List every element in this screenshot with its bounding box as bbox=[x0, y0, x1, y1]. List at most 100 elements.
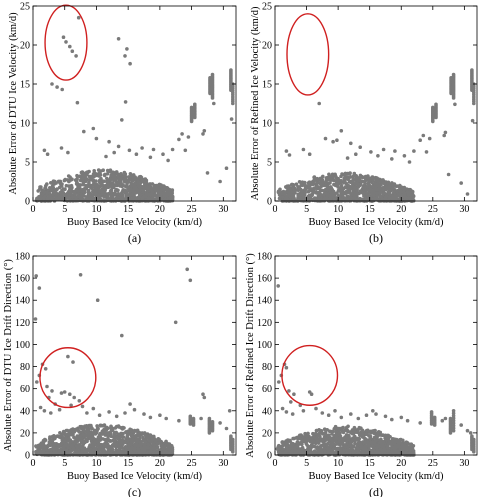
data-point bbox=[110, 443, 115, 447]
data-point bbox=[48, 443, 53, 448]
data-point bbox=[136, 181, 141, 185]
data-point bbox=[137, 431, 142, 435]
data-point bbox=[355, 187, 359, 192]
y-axis-label: Absolute Error of DTU Ice Drift Directio… bbox=[3, 259, 14, 452]
data-point bbox=[105, 176, 109, 181]
data-point bbox=[201, 392, 205, 397]
y-tick-label: 180 bbox=[15, 252, 30, 263]
data-point bbox=[79, 197, 84, 201]
data-point bbox=[132, 176, 137, 180]
data-point bbox=[384, 193, 389, 197]
data-point bbox=[142, 449, 147, 453]
data-point bbox=[143, 195, 148, 199]
y-tick-label: 5 bbox=[25, 158, 30, 169]
data-point bbox=[143, 177, 148, 181]
data-point bbox=[74, 195, 78, 200]
data-point bbox=[105, 180, 110, 185]
data-point bbox=[137, 450, 141, 454]
data-point bbox=[158, 448, 163, 453]
data-point bbox=[158, 413, 162, 418]
panel-c-direction-error-dtu: 0 5 10 15 20 25 30020406080100120140160180Buoy… bbox=[3, 252, 237, 497]
data-point bbox=[347, 195, 351, 199]
data-point bbox=[87, 423, 92, 428]
data-point bbox=[107, 139, 111, 144]
data-point bbox=[110, 449, 114, 453]
data-point bbox=[345, 171, 350, 176]
data-point bbox=[344, 425, 349, 430]
data-point bbox=[61, 195, 65, 199]
data-point bbox=[387, 185, 392, 189]
data-point bbox=[39, 441, 44, 446]
data-points bbox=[34, 15, 235, 203]
data-point bbox=[128, 61, 132, 66]
data-point bbox=[201, 132, 205, 136]
data-point bbox=[367, 179, 372, 183]
data-point bbox=[116, 37, 121, 41]
data-point bbox=[140, 178, 145, 182]
data-point bbox=[153, 193, 157, 198]
data-point bbox=[50, 82, 54, 86]
data-point bbox=[47, 194, 52, 199]
data-point bbox=[427, 136, 432, 141]
data-point bbox=[98, 193, 102, 197]
data-point bbox=[115, 435, 119, 440]
data-point bbox=[136, 437, 140, 442]
data-point bbox=[118, 447, 122, 451]
data-point bbox=[162, 445, 167, 450]
data-point bbox=[62, 390, 67, 394]
data-point bbox=[104, 154, 108, 159]
data-point bbox=[168, 444, 172, 449]
data-point bbox=[117, 192, 122, 197]
data-point bbox=[71, 446, 76, 451]
data-point bbox=[120, 333, 124, 338]
data-point bbox=[118, 177, 122, 182]
data-point bbox=[363, 181, 367, 186]
data-point bbox=[98, 172, 102, 176]
data-point bbox=[34, 274, 38, 278]
data-point bbox=[148, 182, 152, 186]
data-point bbox=[148, 446, 153, 450]
data-point bbox=[127, 148, 132, 153]
data-point bbox=[335, 191, 339, 195]
data-point bbox=[42, 148, 47, 153]
data-point bbox=[116, 144, 121, 149]
data-point bbox=[82, 452, 86, 457]
data-point bbox=[148, 155, 153, 160]
data-point bbox=[410, 193, 414, 197]
data-point bbox=[41, 196, 46, 200]
data-point bbox=[146, 185, 150, 190]
data-point bbox=[95, 426, 100, 430]
data-point bbox=[387, 440, 392, 444]
data-point bbox=[224, 426, 229, 431]
data-point bbox=[345, 156, 350, 160]
y-tick-label: 0 bbox=[267, 197, 272, 208]
data-point bbox=[156, 190, 160, 194]
y-tick-label: 60 bbox=[20, 384, 30, 395]
data-point bbox=[123, 445, 128, 449]
data-point bbox=[126, 438, 130, 442]
y-tick-label: 20 bbox=[20, 41, 30, 52]
data-point bbox=[359, 197, 364, 202]
data-point bbox=[58, 179, 63, 184]
data-point bbox=[284, 149, 289, 153]
data-point bbox=[381, 178, 385, 182]
data-point bbox=[340, 172, 344, 176]
data-point bbox=[227, 409, 232, 413]
data-point bbox=[390, 157, 394, 161]
data-point bbox=[146, 192, 150, 197]
data-point bbox=[109, 424, 113, 429]
data-point bbox=[64, 40, 68, 44]
data-point bbox=[465, 192, 470, 196]
data-point bbox=[55, 85, 59, 89]
data-point bbox=[357, 425, 362, 430]
data-point bbox=[109, 432, 113, 436]
x-axis-label: Buoy Based Ice Velocity (km/d) bbox=[67, 217, 203, 228]
data-point bbox=[75, 173, 79, 178]
data-point bbox=[68, 44, 72, 49]
data-point bbox=[85, 427, 89, 431]
data-point bbox=[418, 138, 423, 142]
panel-label: (b) bbox=[369, 231, 383, 245]
data-point bbox=[431, 105, 435, 110]
plot-frame bbox=[32, 255, 237, 456]
x-tick-label: 20 bbox=[396, 204, 406, 215]
